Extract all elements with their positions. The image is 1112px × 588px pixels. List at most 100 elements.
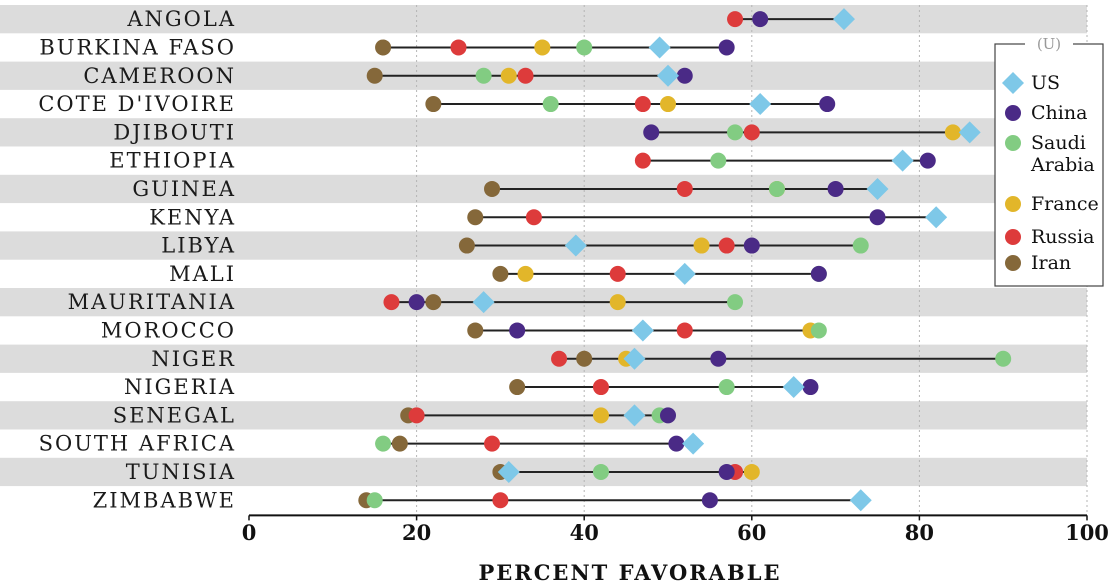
x-axis-title: PERCENT FAVORABLE bbox=[478, 560, 781, 585]
france-marker bbox=[592, 407, 609, 424]
country-label: LIBYA bbox=[161, 234, 236, 258]
country-label: COTE D'IVOIRE bbox=[38, 92, 236, 116]
us-marker bbox=[925, 206, 948, 229]
saudi-arabia-marker bbox=[810, 322, 827, 339]
france-marker bbox=[517, 265, 534, 282]
legend-saudi-arabia-swatch bbox=[1005, 135, 1021, 151]
country-label: GUINEA bbox=[132, 177, 236, 201]
china-marker bbox=[718, 463, 735, 480]
china-marker bbox=[668, 435, 685, 452]
saudi-arabia-marker bbox=[710, 152, 727, 169]
iran-marker bbox=[375, 39, 392, 56]
france-marker bbox=[743, 463, 760, 480]
saudi-arabia-marker bbox=[727, 124, 744, 141]
russia-marker bbox=[718, 237, 735, 254]
country-label: MOROCCO bbox=[101, 318, 236, 342]
country-label: ZIMBABWE bbox=[93, 488, 236, 512]
us-marker bbox=[657, 64, 679, 87]
china-marker bbox=[660, 407, 676, 424]
saudi-arabia-marker bbox=[768, 180, 785, 197]
data-markers bbox=[358, 8, 1012, 512]
russia-marker bbox=[634, 96, 651, 113]
france-marker bbox=[609, 294, 626, 311]
china-marker bbox=[919, 152, 936, 169]
legend-saudi-arabia-label: Arabia bbox=[1030, 154, 1095, 176]
iran-marker bbox=[425, 96, 442, 113]
china-marker bbox=[802, 379, 819, 396]
legend-france-label: France bbox=[1031, 193, 1099, 215]
x-tick-label: 40 bbox=[570, 520, 599, 545]
iran-marker bbox=[467, 322, 484, 339]
france-marker bbox=[693, 237, 710, 254]
country-label: SENEGAL bbox=[113, 403, 236, 427]
us-marker bbox=[749, 93, 772, 116]
iran-marker bbox=[492, 265, 509, 282]
us-marker bbox=[497, 460, 520, 483]
iran-marker bbox=[366, 67, 383, 84]
saudi-arabia-marker bbox=[366, 492, 383, 509]
country-labels: ANGOLA BURKINA FASO CAMEROON COTE D'IVOIRE D… bbox=[38, 7, 236, 512]
russia-marker bbox=[592, 379, 609, 396]
iran-marker bbox=[484, 180, 501, 197]
saudi-arabia-marker bbox=[718, 379, 735, 396]
saudi-arabia-marker bbox=[995, 350, 1012, 367]
legend-china-label: China bbox=[1031, 102, 1087, 124]
saudi-arabia-marker bbox=[375, 435, 392, 452]
china-marker bbox=[408, 294, 425, 311]
iran-marker bbox=[425, 294, 442, 311]
france-marker bbox=[500, 67, 517, 84]
legend-russia-swatch bbox=[1005, 229, 1021, 245]
china-marker bbox=[743, 237, 760, 254]
us-marker bbox=[832, 8, 855, 31]
russia-marker bbox=[383, 294, 400, 311]
saudi-arabia-marker bbox=[592, 463, 609, 480]
saudi-arabia-marker bbox=[576, 39, 593, 56]
country-label: MALI bbox=[169, 262, 236, 286]
x-tick-label: 80 bbox=[905, 520, 934, 545]
russia-marker bbox=[408, 407, 425, 424]
legend-title: (U) bbox=[1037, 35, 1061, 53]
country-label: ETHIOPIA bbox=[109, 149, 236, 173]
country-label: ANGOLA bbox=[126, 7, 236, 31]
country-label: DJIBOUTI bbox=[113, 120, 236, 144]
x-tick-label: 100 bbox=[1065, 520, 1109, 545]
country-label: SOUTH AFRICA bbox=[39, 432, 236, 456]
iran-marker bbox=[458, 237, 475, 254]
saudi-arabia-marker bbox=[542, 96, 559, 113]
country-label: KENYA bbox=[149, 205, 236, 229]
russia-marker bbox=[551, 350, 568, 367]
legend-iran-label: Iran bbox=[1031, 252, 1071, 274]
russia-marker bbox=[743, 124, 760, 141]
legend-france-swatch bbox=[1005, 196, 1021, 212]
us-marker bbox=[648, 36, 671, 59]
china-marker bbox=[718, 39, 735, 56]
china-marker bbox=[643, 124, 660, 141]
us-marker bbox=[782, 376, 805, 399]
us-marker bbox=[958, 121, 981, 144]
iran-marker bbox=[576, 350, 593, 367]
france-marker bbox=[534, 39, 551, 56]
legend-saudi-arabia-label: Saudi bbox=[1031, 132, 1086, 154]
legend-us-swatch bbox=[1002, 72, 1024, 94]
iran-marker bbox=[391, 435, 408, 452]
legend-russia-label: Russia bbox=[1031, 226, 1094, 248]
country-label: NIGERIA bbox=[124, 375, 236, 399]
us-marker bbox=[866, 177, 889, 200]
russia-marker bbox=[727, 11, 744, 28]
china-marker bbox=[869, 209, 886, 226]
x-tick-label: 20 bbox=[402, 520, 431, 545]
china-marker bbox=[810, 265, 827, 282]
legend-iran-swatch bbox=[1005, 255, 1021, 271]
legend-china-swatch bbox=[1005, 105, 1021, 121]
us-marker bbox=[564, 234, 587, 257]
france-marker bbox=[660, 96, 676, 113]
china-marker bbox=[701, 492, 718, 509]
russia-marker bbox=[634, 152, 651, 169]
x-axis: 0 20 40 60 80 100 bbox=[242, 514, 1109, 545]
saudi-arabia-marker bbox=[475, 67, 492, 84]
russia-marker bbox=[450, 39, 467, 56]
us-marker bbox=[631, 319, 654, 342]
legend-us-label: US bbox=[1031, 72, 1060, 94]
